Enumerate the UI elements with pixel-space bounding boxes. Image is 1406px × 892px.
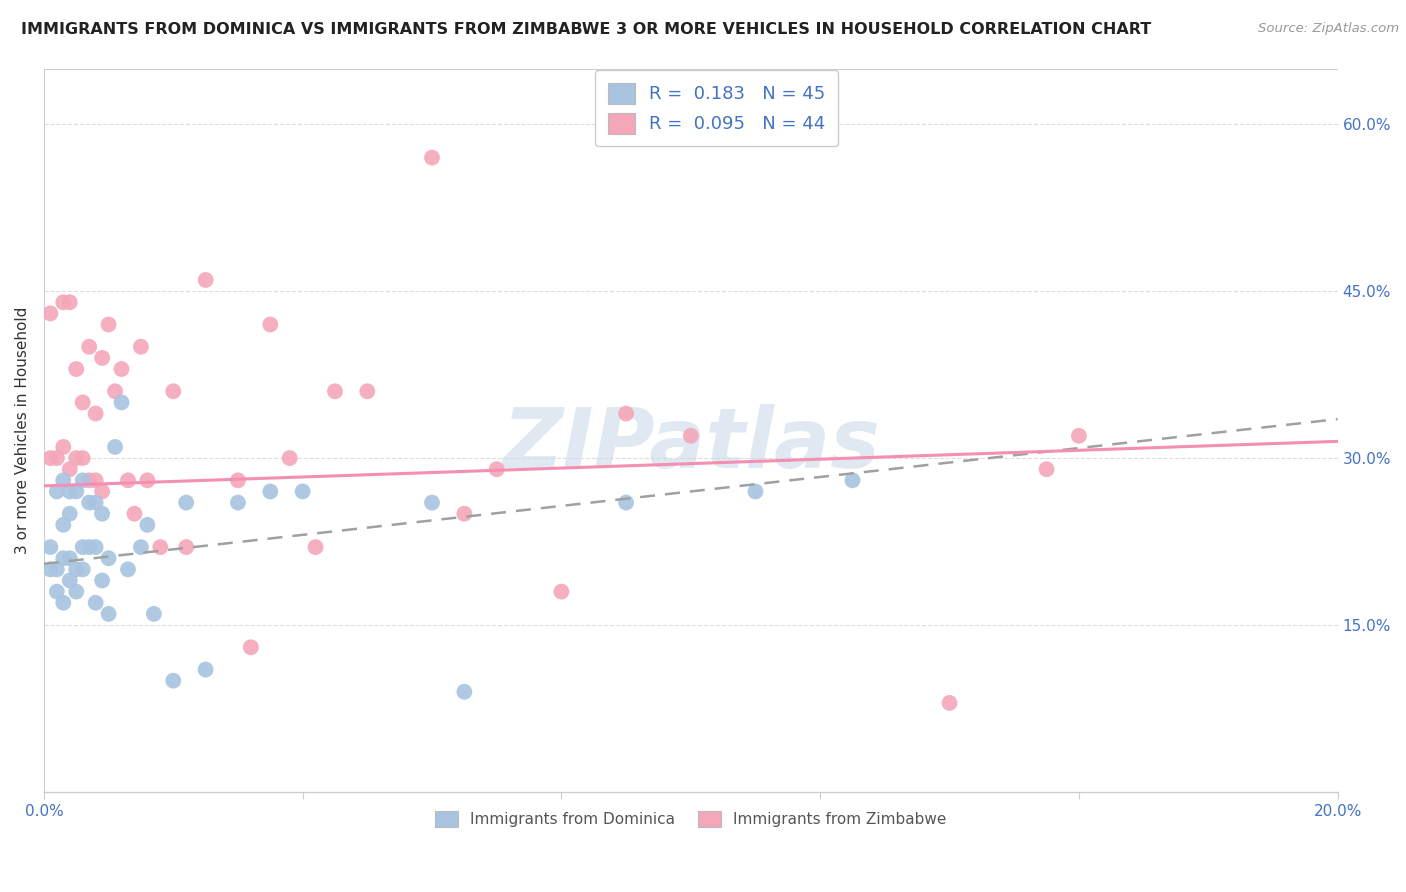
Point bbox=[52, 295, 75, 310]
Point bbox=[104, 440, 127, 454]
Point bbox=[59, 295, 82, 310]
Point bbox=[304, 540, 326, 554]
Point bbox=[45, 451, 67, 466]
Point bbox=[259, 484, 281, 499]
Text: IMMIGRANTS FROM DOMINICA VS IMMIGRANTS FROM ZIMBABWE 3 OR MORE VEHICLES IN HOUSE: IMMIGRANTS FROM DOMINICA VS IMMIGRANTS F… bbox=[21, 22, 1152, 37]
Point bbox=[39, 540, 62, 554]
Point bbox=[110, 362, 132, 376]
Point bbox=[938, 696, 960, 710]
Point bbox=[259, 318, 281, 332]
Point bbox=[59, 462, 82, 476]
Point bbox=[744, 484, 766, 499]
Point bbox=[110, 395, 132, 409]
Point bbox=[52, 551, 75, 566]
Point bbox=[194, 663, 217, 677]
Point bbox=[84, 495, 107, 509]
Legend: Immigrants from Dominica, Immigrants from Zimbabwe: Immigrants from Dominica, Immigrants fro… bbox=[427, 804, 955, 835]
Point bbox=[614, 495, 637, 509]
Point bbox=[149, 540, 172, 554]
Point bbox=[291, 484, 314, 499]
Point bbox=[84, 473, 107, 487]
Y-axis label: 3 or more Vehicles in Household: 3 or more Vehicles in Household bbox=[15, 307, 30, 554]
Point bbox=[91, 484, 114, 499]
Point bbox=[104, 384, 127, 399]
Point bbox=[39, 451, 62, 466]
Point bbox=[97, 607, 120, 621]
Point bbox=[91, 574, 114, 588]
Point bbox=[194, 273, 217, 287]
Point bbox=[45, 562, 67, 576]
Point bbox=[97, 551, 120, 566]
Point bbox=[65, 362, 87, 376]
Point bbox=[162, 384, 184, 399]
Point bbox=[39, 306, 62, 320]
Point bbox=[1035, 462, 1057, 476]
Point bbox=[453, 507, 475, 521]
Point bbox=[162, 673, 184, 688]
Point bbox=[117, 473, 139, 487]
Point bbox=[97, 318, 120, 332]
Point bbox=[485, 462, 508, 476]
Point bbox=[39, 562, 62, 576]
Point bbox=[226, 495, 249, 509]
Point bbox=[65, 484, 87, 499]
Point bbox=[420, 495, 443, 509]
Point bbox=[91, 507, 114, 521]
Point bbox=[226, 473, 249, 487]
Point bbox=[129, 540, 152, 554]
Point bbox=[59, 574, 82, 588]
Point bbox=[65, 451, 87, 466]
Point bbox=[1067, 429, 1090, 443]
Point bbox=[52, 596, 75, 610]
Point bbox=[679, 429, 702, 443]
Point bbox=[77, 473, 100, 487]
Point bbox=[72, 540, 94, 554]
Point bbox=[136, 517, 159, 532]
Point bbox=[124, 507, 146, 521]
Point bbox=[65, 584, 87, 599]
Point bbox=[59, 484, 82, 499]
Point bbox=[52, 517, 75, 532]
Point bbox=[72, 395, 94, 409]
Point bbox=[550, 584, 572, 599]
Point bbox=[420, 151, 443, 165]
Point bbox=[239, 640, 262, 655]
Point bbox=[77, 340, 100, 354]
Point bbox=[45, 584, 67, 599]
Point bbox=[84, 596, 107, 610]
Point bbox=[84, 407, 107, 421]
Point bbox=[59, 551, 82, 566]
Point bbox=[129, 340, 152, 354]
Text: Source: ZipAtlas.com: Source: ZipAtlas.com bbox=[1258, 22, 1399, 36]
Point bbox=[45, 484, 67, 499]
Point bbox=[59, 507, 82, 521]
Text: ZIPatlas: ZIPatlas bbox=[502, 404, 880, 485]
Point bbox=[65, 562, 87, 576]
Point bbox=[453, 685, 475, 699]
Point bbox=[323, 384, 346, 399]
Point bbox=[278, 451, 301, 466]
Point bbox=[77, 540, 100, 554]
Point bbox=[77, 495, 100, 509]
Point bbox=[117, 562, 139, 576]
Point bbox=[72, 562, 94, 576]
Point bbox=[356, 384, 378, 399]
Point bbox=[174, 495, 197, 509]
Point bbox=[72, 451, 94, 466]
Point bbox=[52, 473, 75, 487]
Point bbox=[841, 473, 863, 487]
Point bbox=[84, 540, 107, 554]
Point bbox=[52, 440, 75, 454]
Point bbox=[91, 351, 114, 365]
Point bbox=[614, 407, 637, 421]
Point bbox=[142, 607, 165, 621]
Point bbox=[72, 473, 94, 487]
Point bbox=[136, 473, 159, 487]
Point bbox=[174, 540, 197, 554]
